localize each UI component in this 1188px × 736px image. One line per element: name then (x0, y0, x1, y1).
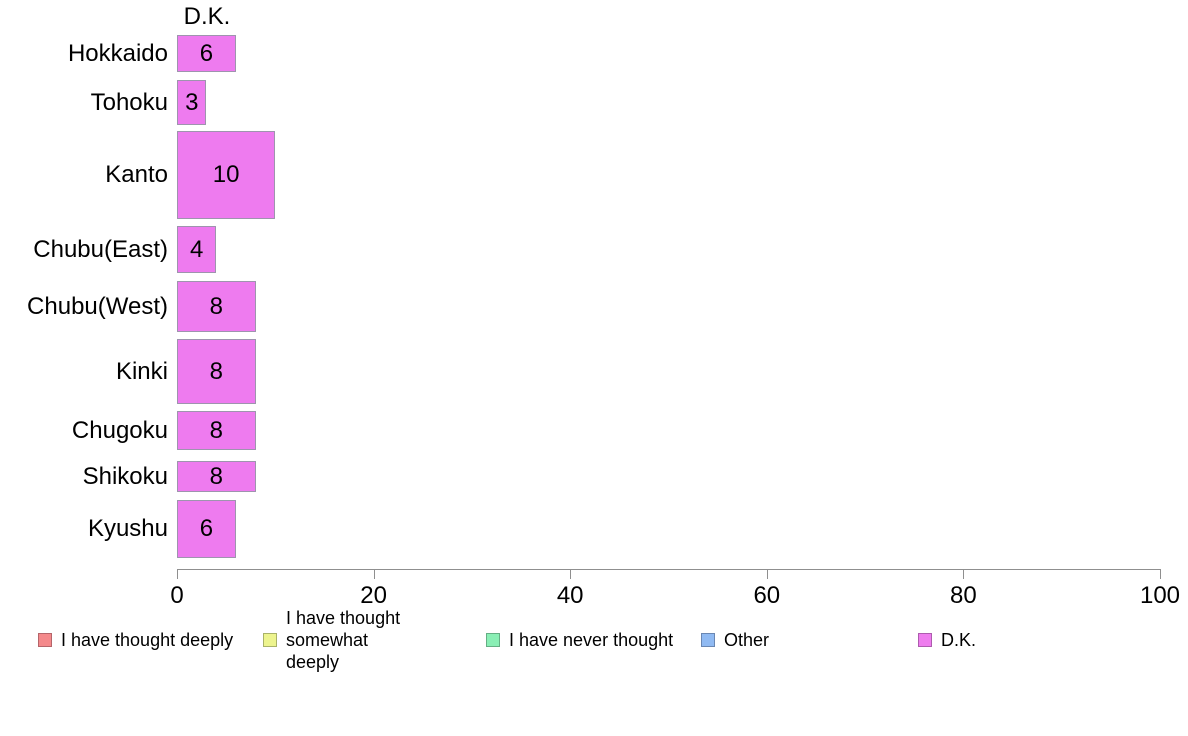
legend-swatch (263, 633, 277, 647)
bar: 6 (177, 35, 236, 72)
legend-item: I have thought somewhat deeply (263, 608, 426, 672)
bar: 8 (177, 411, 256, 450)
bar: 8 (177, 461, 256, 492)
legend-swatch (701, 633, 715, 647)
legend-item: I have thought deeply (38, 618, 233, 662)
bar-value-label: 8 (209, 416, 223, 444)
category-label: Tohoku (90, 88, 168, 116)
x-axis-tick-label: 100 (1139, 582, 1181, 609)
bar-value-label: 6 (199, 515, 214, 542)
x-axis-tick (570, 569, 572, 579)
category-label: Hokkaido (67, 39, 168, 67)
legend-item: I have never thought (486, 618, 673, 662)
x-axis-tick-label: 0 (170, 582, 184, 609)
bar-value-label: 8 (209, 292, 223, 320)
bar: 8 (177, 281, 256, 332)
bar: 3 (177, 80, 207, 125)
bar: 10 (177, 131, 276, 219)
x-axis-tick (373, 569, 375, 579)
x-axis-tick-label: 20 (360, 582, 387, 609)
legend-label: I have thought deeply (61, 630, 234, 650)
x-axis-tick (766, 569, 768, 579)
bar-value-label: 8 (209, 462, 223, 490)
bar-value-label: 4 (189, 235, 204, 263)
x-axis-tick-label: 60 (753, 582, 781, 609)
category-label: Chubu(West) (27, 292, 168, 320)
bar-value-label: 6 (199, 39, 214, 67)
category-label: Shikoku (82, 462, 168, 490)
legend-swatch (918, 633, 932, 647)
legend-label: I have never thought (509, 630, 674, 650)
legend-label: D.K. (941, 630, 977, 650)
bar: 8 (177, 339, 256, 404)
category-label: Kyushu (87, 515, 168, 542)
legend-item: Other (701, 618, 769, 662)
bar-value-label: 3 (185, 88, 199, 116)
category-label: Kinki (115, 357, 168, 385)
legend-label: I have thought somewhat deeply (286, 608, 401, 672)
bar-value-label: 8 (209, 357, 223, 385)
legend-swatch (486, 633, 500, 647)
x-axis-tick (963, 569, 965, 579)
x-axis-tick (1160, 569, 1161, 579)
x-axis-tick (177, 569, 178, 579)
x-axis-tick-label: 40 (556, 582, 584, 609)
category-label: Chubu(East) (33, 235, 168, 263)
x-axis-tick-label: 80 (950, 582, 977, 609)
category-label: Kanto (105, 161, 168, 188)
category-label: Chugoku (71, 416, 168, 444)
bar: 6 (177, 500, 236, 558)
bar: 4 (177, 226, 217, 273)
legend-label: Other (724, 630, 770, 650)
legend-swatch (38, 633, 52, 647)
chart-title: D.K. (183, 3, 231, 30)
legend-item: D.K. (918, 618, 976, 662)
bar-value-label: 10 (212, 161, 240, 188)
x-axis-line (177, 569, 1160, 570)
